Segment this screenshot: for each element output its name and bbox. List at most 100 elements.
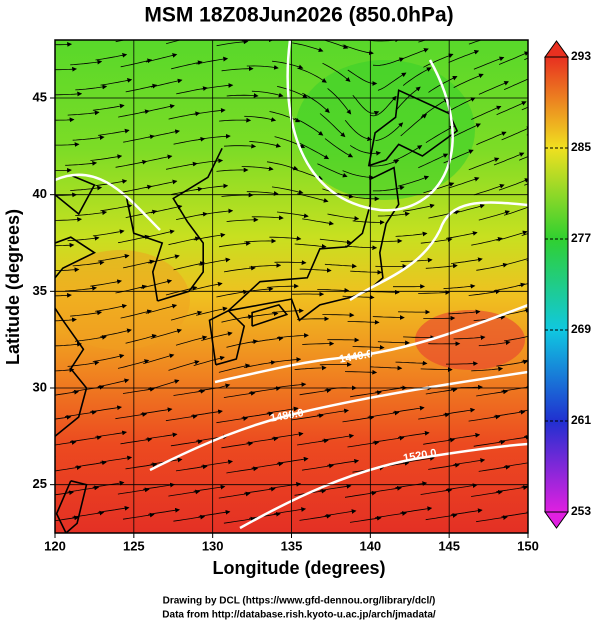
streamline: [347, 440, 380, 448]
streamline: [317, 287, 350, 293]
streamline: [299, 388, 332, 396]
streamline: [226, 339, 259, 348]
streamline: [294, 243, 327, 249]
streamline: [97, 505, 130, 513]
streamline: [274, 260, 307, 265]
streamline: [55, 440, 77, 446]
streamline: [493, 152, 525, 166]
streamline: [67, 485, 100, 493]
streamline: [478, 81, 510, 95]
streamline: [241, 411, 274, 419]
streamline: [377, 211, 410, 217]
streamline: [97, 253, 130, 262]
streamline: [100, 78, 133, 86]
streamline: [55, 267, 80, 273]
streamline: [446, 361, 478, 367]
streamline: [67, 235, 100, 242]
streamline: [478, 340, 511, 347]
streamline: [55, 465, 82, 472]
streamline: [170, 310, 203, 321]
streamline: [91, 29, 122, 35]
streamline: [324, 509, 357, 516]
streamline: [453, 335, 486, 340]
streamline: [503, 78, 528, 90]
coastline: [55, 174, 96, 216]
streamline: [72, 510, 105, 518]
streamline: [226, 93, 259, 98]
footer-line: Data from http://database.rish.kyoto-u.a…: [162, 610, 436, 621]
colorbar-tick-label: 293: [571, 49, 591, 63]
streamline: [251, 215, 284, 221]
streamline: [69, 435, 102, 443]
streamline: [143, 482, 175, 490]
streamline: [249, 511, 281, 519]
streamline: [92, 103, 125, 111]
streamline: [322, 62, 351, 82]
streamline: [473, 184, 505, 196]
colorbar-tick-label: 285: [571, 140, 591, 154]
streamline: [322, 40, 349, 49]
streamline: [120, 437, 153, 445]
streamline: [277, 86, 308, 98]
streamline: [493, 282, 526, 292]
y-tick-label: 45: [33, 89, 47, 104]
streamline: [349, 515, 382, 523]
streamline: [244, 486, 276, 494]
streamline: [191, 32, 222, 39]
streamline: [428, 462, 460, 470]
streamline: [294, 117, 324, 136]
streamline: [503, 206, 528, 216]
streamline: [403, 203, 435, 212]
streamline: [478, 464, 511, 472]
streamline: [216, 167, 249, 173]
streamline: [519, 156, 528, 161]
streamline: [473, 439, 506, 447]
streamline: [141, 29, 172, 37]
streamline: [302, 92, 330, 113]
streamline: [395, 360, 428, 366]
streamline: [196, 56, 229, 65]
streamline: [503, 335, 528, 342]
streamline: [297, 67, 327, 83]
streamline: [251, 90, 284, 98]
streamline: [100, 455, 133, 463]
streamline: [64, 410, 97, 418]
x-tick-label: 125: [123, 538, 145, 553]
streamline: [223, 391, 256, 398]
streamline: [266, 283, 299, 289]
streamline: [342, 44, 374, 56]
streamline: [468, 40, 483, 45]
streamline: [117, 359, 150, 369]
streamline: [370, 95, 397, 117]
streamline: [145, 303, 178, 314]
streamline: [299, 143, 330, 160]
colorbar-extension: [544, 40, 569, 58]
streamline: [55, 142, 80, 147]
streamline: [302, 463, 334, 471]
streamline: [244, 238, 277, 244]
streamline: [299, 267, 332, 273]
streamline: [418, 412, 450, 420]
streamline: [471, 366, 504, 372]
streamline: [448, 309, 481, 315]
streamline: [372, 315, 405, 320]
streamline: [67, 110, 100, 116]
streamline: [221, 441, 254, 449]
streamline: [274, 507, 307, 514]
streamline: [501, 126, 528, 141]
streamline: [344, 490, 377, 498]
contour-line: [214, 303, 528, 384]
contour-label: 1440.0: [338, 348, 373, 366]
streamline: [218, 241, 251, 248]
streamline: [319, 238, 352, 245]
streamline: [392, 145, 423, 162]
streamline: [196, 306, 228, 316]
streamline: [97, 378, 130, 388]
streamline: [322, 433, 355, 441]
streamline: [191, 409, 223, 417]
streamline: [498, 51, 528, 65]
streamline: [496, 485, 528, 493]
streamline: [496, 230, 528, 241]
streamline: [125, 83, 158, 93]
streamline: [148, 129, 180, 138]
